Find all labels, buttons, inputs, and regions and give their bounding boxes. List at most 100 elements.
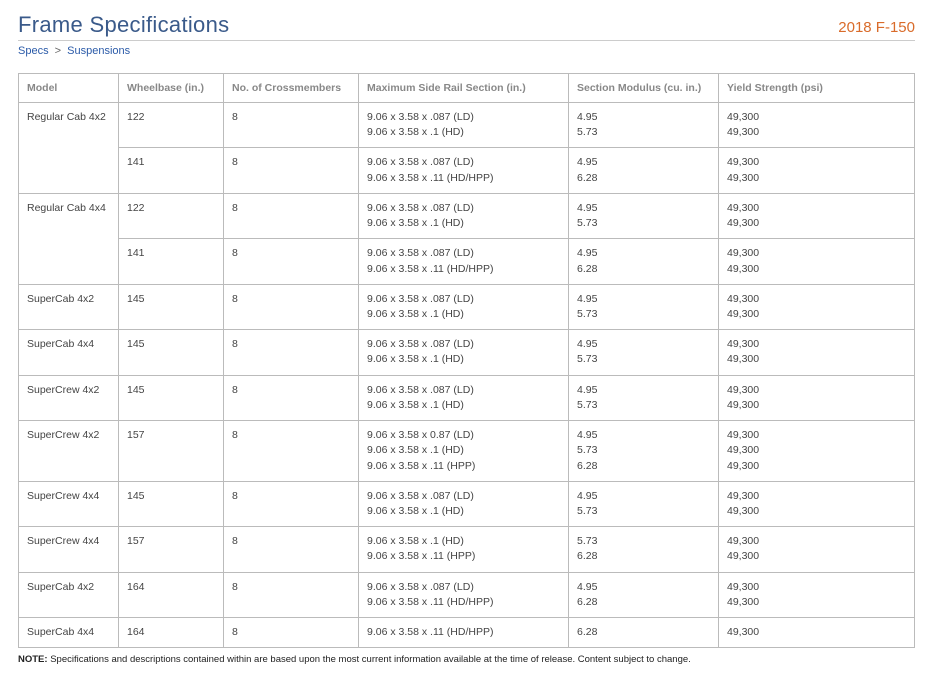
cell-yield-strength: 49,300 49,300: [719, 527, 915, 572]
cell-yield-strength: 49,300 49,300: [719, 375, 915, 420]
cell-wheelbase: 145: [119, 330, 224, 375]
col-header-section-modulus: Section Modulus (cu. in.): [569, 74, 719, 103]
page-subtitle: 2018 F-150: [838, 19, 915, 36]
cell-rail-section: 9.06 x 3.58 x .087 (LD) 9.06 x 3.58 x .1…: [359, 193, 569, 238]
table-row: SuperCrew 4x414589.06 x 3.58 x .087 (LD)…: [19, 481, 915, 526]
table-row: Regular Cab 4x412289.06 x 3.58 x .087 (L…: [19, 193, 915, 238]
cell-wheelbase: 141: [119, 148, 224, 193]
col-header-wheelbase: Wheelbase (in.): [119, 74, 224, 103]
cell-section-modulus: 4.95 5.73: [569, 330, 719, 375]
cell-section-modulus: 4.95 6.28: [569, 239, 719, 284]
table-row: Regular Cab 4x212289.06 x 3.58 x .087 (L…: [19, 103, 915, 148]
cell-crossmembers: 8: [224, 572, 359, 617]
table-row: 14189.06 x 3.58 x .087 (LD) 9.06 x 3.58 …: [19, 239, 915, 284]
col-header-rail-section: Maximum Side Rail Section (in.): [359, 74, 569, 103]
cell-wheelbase: 122: [119, 103, 224, 148]
cell-section-modulus: 4.95 5.73 6.28: [569, 421, 719, 482]
cell-crossmembers: 8: [224, 193, 359, 238]
col-header-crossmembers: No. of Crossmembers: [224, 74, 359, 103]
cell-yield-strength: 49,300 49,300: [719, 284, 915, 329]
cell-crossmembers: 8: [224, 148, 359, 193]
cell-wheelbase: 164: [119, 618, 224, 648]
table-row: SuperCab 4x214589.06 x 3.58 x .087 (LD) …: [19, 284, 915, 329]
breadcrumb-item-specs[interactable]: Specs: [18, 45, 49, 57]
cell-rail-section: 9.06 x 3.58 x .087 (LD) 9.06 x 3.58 x .1…: [359, 375, 569, 420]
cell-rail-section: 9.06 x 3.58 x .087 (LD) 9.06 x 3.58 x .1…: [359, 572, 569, 617]
page-title: Frame Specifications: [18, 12, 229, 38]
table-row: SuperCab 4x216489.06 x 3.58 x .087 (LD) …: [19, 572, 915, 617]
cell-yield-strength: 49,300 49,300: [719, 193, 915, 238]
cell-model: Regular Cab 4x2: [19, 103, 119, 194]
cell-section-modulus: 4.95 5.73: [569, 481, 719, 526]
cell-section-modulus: 4.95 5.73: [569, 193, 719, 238]
cell-model: SuperCrew 4x2: [19, 375, 119, 420]
footnote-text: Specifications and descriptions containe…: [48, 654, 691, 665]
cell-rail-section: 9.06 x 3.58 x .087 (LD) 9.06 x 3.58 x .1…: [359, 239, 569, 284]
cell-model: SuperCrew 4x4: [19, 481, 119, 526]
cell-crossmembers: 8: [224, 481, 359, 526]
cell-yield-strength: 49,300 49,300: [719, 148, 915, 193]
footnote-label: NOTE:: [18, 654, 48, 665]
cell-wheelbase: 122: [119, 193, 224, 238]
cell-crossmembers: 8: [224, 421, 359, 482]
table-row: 14189.06 x 3.58 x .087 (LD) 9.06 x 3.58 …: [19, 148, 915, 193]
cell-wheelbase: 157: [119, 527, 224, 572]
cell-model: Regular Cab 4x4: [19, 193, 119, 284]
cell-wheelbase: 141: [119, 239, 224, 284]
cell-crossmembers: 8: [224, 239, 359, 284]
cell-crossmembers: 8: [224, 103, 359, 148]
cell-rail-section: 9.06 x 3.58 x .087 (LD) 9.06 x 3.58 x .1…: [359, 330, 569, 375]
table-header-row: Model Wheelbase (in.) No. of Crossmember…: [19, 74, 915, 103]
cell-yield-strength: 49,300 49,300: [719, 330, 915, 375]
cell-section-modulus: 4.95 6.28: [569, 148, 719, 193]
cell-crossmembers: 8: [224, 375, 359, 420]
cell-yield-strength: 49,300 49,300: [719, 103, 915, 148]
cell-rail-section: 9.06 x 3.58 x .087 (LD) 9.06 x 3.58 x .1…: [359, 103, 569, 148]
cell-section-modulus: 4.95 5.73: [569, 284, 719, 329]
cell-section-modulus: 6.28: [569, 618, 719, 648]
table-row: SuperCab 4x414589.06 x 3.58 x .087 (LD) …: [19, 330, 915, 375]
cell-yield-strength: 49,300 49,300: [719, 481, 915, 526]
cell-yield-strength: 49,300 49,300 49,300: [719, 421, 915, 482]
cell-wheelbase: 164: [119, 572, 224, 617]
cell-wheelbase: 157: [119, 421, 224, 482]
breadcrumb-separator: >: [55, 45, 61, 57]
cell-crossmembers: 8: [224, 527, 359, 572]
cell-crossmembers: 8: [224, 284, 359, 329]
cell-crossmembers: 8: [224, 330, 359, 375]
cell-section-modulus: 5.73 6.28: [569, 527, 719, 572]
cell-model: SuperCrew 4x2: [19, 421, 119, 482]
page-header: Frame Specifications 2018 F-150: [18, 12, 915, 41]
cell-model: SuperCab 4x2: [19, 572, 119, 617]
col-header-yield-strength: Yield Strength (psi): [719, 74, 915, 103]
cell-wheelbase: 145: [119, 284, 224, 329]
cell-rail-section: 9.06 x 3.58 x .1 (HD) 9.06 x 3.58 x .11 …: [359, 527, 569, 572]
cell-crossmembers: 8: [224, 618, 359, 648]
table-row: SuperCrew 4x214589.06 x 3.58 x .087 (LD)…: [19, 375, 915, 420]
cell-section-modulus: 4.95 5.73: [569, 103, 719, 148]
table-row: SuperCab 4x416489.06 x 3.58 x .11 (HD/HP…: [19, 618, 915, 648]
cell-section-modulus: 4.95 6.28: [569, 572, 719, 617]
frame-spec-table: Model Wheelbase (in.) No. of Crossmember…: [18, 73, 915, 648]
cell-yield-strength: 49,300 49,300: [719, 572, 915, 617]
cell-section-modulus: 4.95 5.73: [569, 375, 719, 420]
cell-model: SuperCrew 4x4: [19, 527, 119, 572]
cell-wheelbase: 145: [119, 375, 224, 420]
cell-yield-strength: 49,300 49,300: [719, 239, 915, 284]
table-row: SuperCrew 4x215789.06 x 3.58 x 0.87 (LD)…: [19, 421, 915, 482]
cell-rail-section: 9.06 x 3.58 x .087 (LD) 9.06 x 3.58 x .1…: [359, 284, 569, 329]
col-header-model: Model: [19, 74, 119, 103]
cell-rail-section: 9.06 x 3.58 x .087 (LD) 9.06 x 3.58 x .1…: [359, 148, 569, 193]
table-row: SuperCrew 4x415789.06 x 3.58 x .1 (HD) 9…: [19, 527, 915, 572]
cell-rail-section: 9.06 x 3.58 x .11 (HD/HPP): [359, 618, 569, 648]
breadcrumb-item-suspensions[interactable]: Suspensions: [67, 45, 130, 57]
cell-wheelbase: 145: [119, 481, 224, 526]
cell-model: SuperCab 4x2: [19, 284, 119, 329]
footnote: NOTE: Specifications and descriptions co…: [18, 654, 915, 665]
cell-rail-section: 9.06 x 3.58 x .087 (LD) 9.06 x 3.58 x .1…: [359, 481, 569, 526]
breadcrumb: Specs > Suspensions: [18, 45, 915, 57]
cell-model: SuperCab 4x4: [19, 618, 119, 648]
cell-model: SuperCab 4x4: [19, 330, 119, 375]
cell-yield-strength: 49,300: [719, 618, 915, 648]
table-body: Regular Cab 4x212289.06 x 3.58 x .087 (L…: [19, 103, 915, 648]
